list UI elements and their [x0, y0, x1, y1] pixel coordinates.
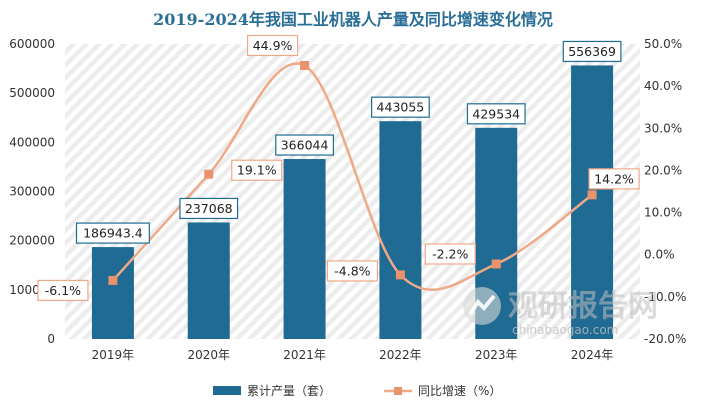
line-data-label-box: [588, 168, 640, 190]
y-right-tick-label: -10.0%: [644, 290, 686, 304]
bar-data-label: 556369: [568, 44, 616, 59]
bar-data-label-box: [562, 40, 622, 63]
legend: 累计产量（套） 同比增速（%）: [213, 384, 501, 398]
line-data-label: -6.1%: [45, 283, 81, 298]
bar: [91, 247, 134, 339]
bar-data-label: 429534: [472, 106, 520, 121]
line-data-label-box: [246, 34, 299, 57]
watermark-logo-icon: [463, 287, 501, 325]
bar-data-label: 366044: [281, 138, 329, 153]
line-data-label-box: [424, 243, 476, 265]
y-right-tick-label: 10.0%: [644, 206, 682, 220]
line-data-label-box: [37, 279, 89, 302]
line-marker: [204, 169, 214, 179]
y-right-tick-label: 30.0%: [644, 121, 682, 135]
watermark-brand: 观研报告网: [508, 289, 658, 324]
line-data-label: -4.8%: [334, 263, 370, 278]
y-left-tick-label: 300000: [9, 185, 55, 199]
line-data-labels: -6.1% 19.1% 44.9% -4.8% -2.2% 14.2%: [37, 34, 640, 302]
watermark-url: chinabaogao.com: [512, 323, 618, 337]
x-axis: 2019年 2020年 2021年 2022年 2023年 2024年: [92, 348, 614, 362]
legend-swatch-bar: [213, 386, 241, 395]
legend-label-bar: 累计产量（套）: [247, 384, 331, 398]
y-right-tick-label: 0.0%: [644, 248, 675, 262]
bar-data-label-box: [371, 96, 430, 118]
y-left-tick-label: 200000: [9, 234, 55, 248]
legend-label-line: 同比增速（%）: [418, 384, 501, 398]
y-axis-right: -20.0% -10.0% 0.0% 10.0% 20.0% 30.0% 40.0% 50.0…: [644, 37, 686, 346]
line-data-label-box: [231, 159, 283, 181]
line-data-label: 14.2%: [594, 171, 634, 186]
x-tick-label: 2021年: [283, 348, 326, 362]
y-right-tick-label: 50.0%: [644, 37, 682, 51]
plot-area: [65, 44, 640, 339]
y-left-tick-label: 0: [47, 332, 55, 346]
bar-data-label-box: [75, 222, 150, 244]
bar-data-labels: 186943.4 237068 366044 443055 429534 556369: [75, 40, 622, 244]
line-marker: [587, 190, 597, 200]
bar-data-label-box: [179, 197, 239, 220]
bar: [187, 222, 230, 339]
y-right-tick-label: -20.0%: [644, 332, 686, 346]
y-left-tick-label: 600000: [9, 37, 55, 51]
bar-data-label-box: [275, 134, 334, 156]
chart-title: 2019-2024年我国工业机器人产量及同比增速变化情况: [153, 10, 553, 29]
line-data-label: 44.9%: [253, 38, 293, 53]
line-marker: [491, 259, 501, 269]
watermark: 观研报告网 chinabaogao.com: [463, 287, 658, 337]
y-right-tick-label: 40.0%: [644, 79, 682, 93]
bar-data-label-box: [466, 103, 526, 125]
y-left-tick-label: 400000: [9, 135, 55, 149]
line-series: [108, 60, 597, 292]
bar-data-label: 237068: [185, 201, 233, 216]
y-left-tick-label: 500000: [9, 86, 55, 100]
x-tick-label: 2023年: [475, 348, 518, 362]
line-marker: [108, 275, 118, 285]
x-tick-label: 2022年: [379, 348, 422, 362]
bar: [571, 65, 614, 340]
bar-series: [91, 65, 614, 340]
bar-data-label: 186943.4: [83, 226, 143, 241]
line-marker: [395, 270, 405, 280]
line-marker: [300, 60, 310, 70]
x-tick-label: 2024年: [571, 348, 614, 362]
bar-data-label: 443055: [377, 100, 425, 115]
legend-swatch-marker: [394, 387, 402, 395]
line-data-label: 19.1%: [237, 163, 277, 178]
line-data-label-box: [326, 260, 379, 282]
x-tick-label: 2020年: [187, 348, 230, 362]
bar: [379, 121, 422, 339]
line-data-label: -2.2%: [432, 246, 468, 261]
x-tick-label: 2019年: [92, 348, 135, 362]
bar: [283, 159, 326, 339]
y-right-tick-label: 20.0%: [644, 163, 682, 177]
